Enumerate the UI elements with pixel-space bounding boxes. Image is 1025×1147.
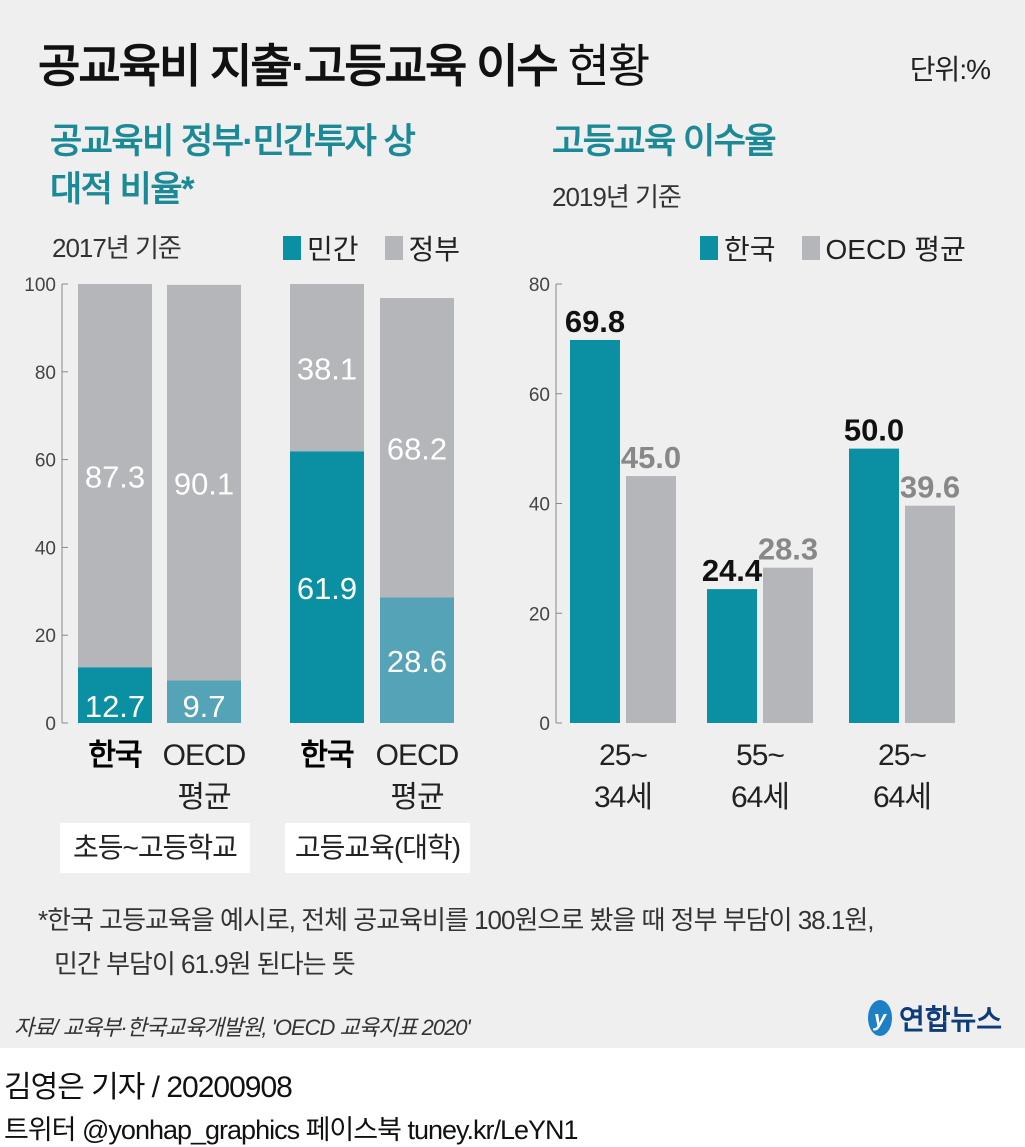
value-label-government: 87.3 [85,460,145,495]
bar-korea [707,589,757,723]
logo-text: 연합뉴스 [899,1004,1003,1035]
value-label-oecd: 28.3 [758,532,818,567]
right-y-tick-label: 20 [529,604,550,625]
group-label-school: 초등~고등학교 [60,823,250,873]
value-label-oecd: 39.6 [900,470,960,505]
value-label-government: 38.1 [297,352,357,387]
value-label-private: 28.6 [387,644,447,679]
left-y-tick-label: 80 [35,363,56,384]
bar-oecd [905,505,955,723]
value-label-government: 90.1 [174,467,234,502]
social-links: 트위터 @yonhap_graphics 페이스북 tuney.kr/LeYN1 [4,1115,579,1145]
right-legend: 한국 OECD 평균 [700,228,966,268]
left-chart-subtitle: 2017년 기준 [52,233,182,263]
footnote: *한국 고등교육을 예시로, 전체 공교육비를 100원으로 봤을 때 정부 부… [38,898,874,986]
right-y-tick-label: 80 [529,275,550,296]
category-label: 25~ 34세 [594,739,653,814]
right-chart-subtitle: 2019년 기준 [552,182,682,212]
value-label-oecd: 45.0 [621,440,681,475]
left-y-tick-label: 100 [24,275,56,296]
bar-private [290,451,364,723]
group-label-university: 고등교육(대학) [285,823,470,873]
value-label-private: 61.9 [297,571,357,606]
bar-government [167,284,241,681]
unit-label: 단위:% [909,54,991,85]
left-chart-title: 공교육비 정부·민간투자 상대적 비율* [50,122,416,209]
svg-text:y: y [873,1006,888,1031]
footnote-line-1: *한국 고등교육을 예시로, 전체 공교육비를 100원으로 봤을 때 정부 부… [38,905,874,935]
value-label-government: 68.2 [387,432,447,467]
value-label-korea: 24.4 [702,553,763,588]
bar-oecd [626,476,676,723]
legend-swatch-government [384,236,403,260]
bar-government [78,284,152,668]
category-label: 55~ 64세 [731,739,790,814]
right-y-tick-label: 40 [529,495,550,516]
value-label-korea: 50.0 [844,413,904,448]
right-chart-title: 고등교육 이수율 [552,122,777,161]
value-label-private: 12.7 [85,689,145,724]
page-title: 공교육비 지출·고등교육 이수 현황 [38,30,651,96]
title-light: 현황 [567,40,651,92]
yonhap-logo: y 연합뉴스 [865,998,1002,1038]
footnote-line-2: 민간 부담이 61.9원 된다는 뜻 [54,949,356,979]
category-label: 25~ 64세 [873,739,932,814]
right-y-tick-label: 0 [539,714,550,735]
category-label: 한국 [300,739,354,772]
left-y-tick-label: 60 [35,451,56,472]
left-legend: 민간 정부 [283,228,460,268]
bar-korea [849,448,899,723]
bar-government [380,298,454,598]
category-label: 한국 [88,739,142,772]
left-y-tick-label: 0 [45,714,56,735]
legend-korea: 한국 [724,234,776,265]
legend-private: 민간 [307,234,359,265]
left-y-tick-label: 40 [35,538,56,559]
bar-private [167,680,241,723]
byline: 김영은 기자 / 20200908 [4,1071,293,1104]
legend-government: 정부 [408,234,461,265]
bar-korea [570,339,620,723]
source: 자료/ 교육부·한국교육개발원, 'OECD 교육지표 2020' [14,1015,471,1040]
value-label-korea: 69.8 [565,304,625,339]
legend-swatch-korea [700,236,718,260]
category-label: OECD 평균 [162,739,247,814]
legend-oecd: OECD 평균 [825,234,966,265]
yonhap-logo-icon: y [868,1000,892,1036]
right-y-tick-label: 60 [529,385,550,406]
left-y-tick-label: 20 [35,626,56,647]
title-bold: 공교육비 지출·고등교육 이수 [38,40,559,92]
category-label: OECD 평균 [375,739,460,814]
bar-private [380,597,454,723]
legend-swatch-private [283,236,301,260]
value-label-private: 9.7 [182,689,225,724]
bar-oecd [763,567,813,723]
legend-swatch-oecd [801,236,820,260]
bar-private [78,667,152,723]
bar-government [290,284,364,452]
